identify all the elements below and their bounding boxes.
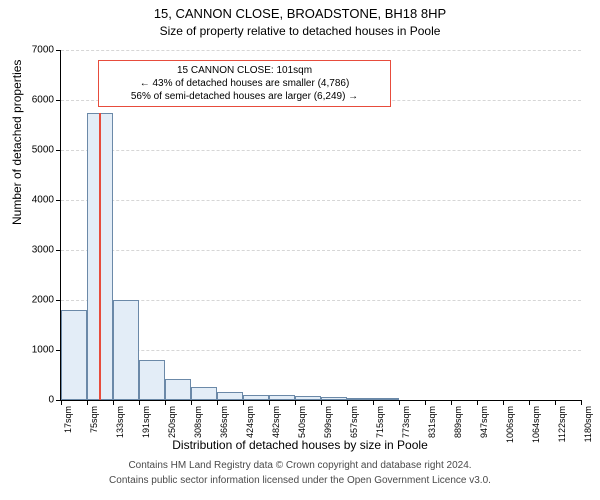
xtick-mark	[425, 400, 426, 405]
histogram-bar	[321, 397, 347, 400]
histogram-bar	[269, 395, 295, 400]
xtick-label: 133sqm	[115, 406, 125, 438]
xtick-mark	[321, 400, 322, 405]
ytick-mark	[56, 50, 61, 51]
gridline	[61, 150, 581, 151]
xtick-label: 599sqm	[323, 406, 333, 438]
xtick-label: 889sqm	[453, 406, 463, 438]
gridline	[61, 300, 581, 301]
xtick-label: 482sqm	[271, 406, 281, 438]
xtick-label: 17sqm	[63, 406, 73, 433]
xtick-mark	[347, 400, 348, 405]
ytick-label: 5000	[14, 145, 54, 156]
annotation-line: 15 CANNON CLOSE: 101sqm	[107, 64, 382, 77]
annotation-line: ← 43% of detached houses are smaller (4,…	[107, 77, 382, 90]
xtick-label: 1064sqm	[531, 406, 541, 443]
ytick-label: 1000	[14, 345, 54, 356]
xtick-label: 657sqm	[349, 406, 359, 438]
ytick-mark	[56, 100, 61, 101]
xtick-label: 424sqm	[245, 406, 255, 438]
histogram-bar	[61, 310, 87, 400]
xtick-label: 773sqm	[401, 406, 411, 438]
xtick-mark	[399, 400, 400, 405]
xtick-label: 1180sqm	[583, 406, 593, 442]
gridline	[61, 50, 581, 51]
ytick-mark	[56, 150, 61, 151]
xtick-label: 715sqm	[375, 406, 385, 438]
property-marker-line	[99, 113, 101, 401]
ytick-mark	[56, 300, 61, 301]
xtick-mark	[61, 400, 62, 405]
xtick-mark	[139, 400, 140, 405]
xtick-mark	[269, 400, 270, 405]
footer-copyright: Contains HM Land Registry data © Crown c…	[0, 460, 600, 471]
xtick-label: 540sqm	[297, 406, 307, 438]
ytick-label: 6000	[14, 95, 54, 106]
xtick-label: 250sqm	[167, 406, 177, 438]
xtick-mark	[555, 400, 556, 405]
xtick-mark	[529, 400, 530, 405]
ytick-mark	[56, 200, 61, 201]
footer-licence: Contains public sector information licen…	[0, 475, 600, 486]
histogram-bar	[217, 392, 243, 400]
ytick-label: 4000	[14, 195, 54, 206]
title-main: 15, CANNON CLOSE, BROADSTONE, BH18 8HP	[0, 6, 600, 21]
xtick-label: 947sqm	[479, 406, 489, 438]
histogram-bar	[295, 396, 321, 400]
ytick-label: 3000	[14, 245, 54, 256]
xtick-mark	[373, 400, 374, 405]
xtick-mark	[295, 400, 296, 405]
xtick-label: 1122sqm	[557, 406, 567, 442]
xtick-label: 366sqm	[219, 406, 229, 438]
annotation-box: 15 CANNON CLOSE: 101sqm← 43% of detached…	[98, 60, 391, 107]
xtick-label: 75sqm	[89, 406, 99, 433]
gridline	[61, 250, 581, 251]
histogram-bar	[191, 387, 217, 400]
histogram-bar	[139, 360, 165, 400]
xtick-mark	[451, 400, 452, 405]
xtick-label: 191sqm	[141, 406, 151, 438]
xtick-mark	[477, 400, 478, 405]
xtick-label: 831sqm	[427, 406, 437, 438]
xtick-mark	[87, 400, 88, 405]
histogram-bar	[373, 398, 399, 400]
histogram-bar	[113, 300, 139, 400]
title-sub: Size of property relative to detached ho…	[0, 24, 600, 38]
xtick-mark	[191, 400, 192, 405]
xtick-mark	[503, 400, 504, 405]
ytick-label: 2000	[14, 295, 54, 306]
gridline	[61, 200, 581, 201]
xtick-label: 308sqm	[193, 406, 203, 438]
histogram-bar	[243, 395, 269, 401]
histogram-bar	[347, 398, 373, 401]
ytick-label: 0	[14, 395, 54, 406]
xtick-mark	[113, 400, 114, 405]
ytick-label: 7000	[14, 45, 54, 56]
annotation-line: 56% of semi-detached houses are larger (…	[107, 90, 382, 103]
xtick-mark	[243, 400, 244, 405]
histogram-bar	[165, 379, 191, 401]
xtick-mark	[217, 400, 218, 405]
xtick-mark	[165, 400, 166, 405]
xtick-mark	[581, 400, 582, 405]
xtick-label: 1006sqm	[505, 406, 515, 443]
gridline	[61, 350, 581, 351]
ytick-mark	[56, 250, 61, 251]
